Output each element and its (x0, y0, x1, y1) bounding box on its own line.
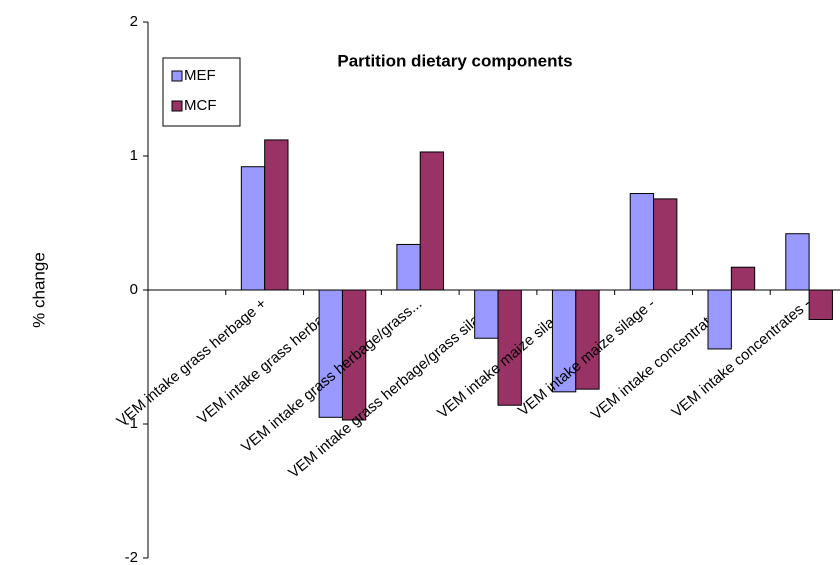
bar (629, 193, 655, 291)
x-tick-label: VEM intake concentrates - (669, 295, 815, 421)
bar (653, 198, 678, 291)
bar (575, 289, 600, 390)
chart-title: Partition dietary components (337, 51, 572, 70)
y-tick-label: 0 (130, 281, 138, 298)
bar (341, 289, 367, 421)
bar (396, 243, 421, 291)
y-tick-label: 1 (130, 147, 138, 164)
bar (808, 289, 833, 320)
bar (730, 266, 756, 291)
legend-label: MCF (184, 97, 217, 114)
bar (474, 289, 499, 339)
legend-swatch (171, 70, 183, 82)
y-tick-label: -2 (125, 549, 138, 565)
y-axis-label: % change (29, 252, 48, 328)
bar (497, 289, 522, 406)
bar (264, 139, 289, 291)
x-tick-label: VEM intake grass herbage + (114, 295, 270, 430)
bar (785, 233, 810, 291)
bar (707, 289, 732, 350)
y-tick-label: 2 (130, 13, 138, 30)
legend-swatch (171, 100, 183, 112)
y-tick-label: -1 (125, 415, 138, 432)
bar (419, 151, 445, 291)
legend-box (162, 57, 241, 127)
bar (318, 289, 343, 418)
legend-label: MEF (184, 67, 216, 84)
bar (240, 166, 266, 291)
